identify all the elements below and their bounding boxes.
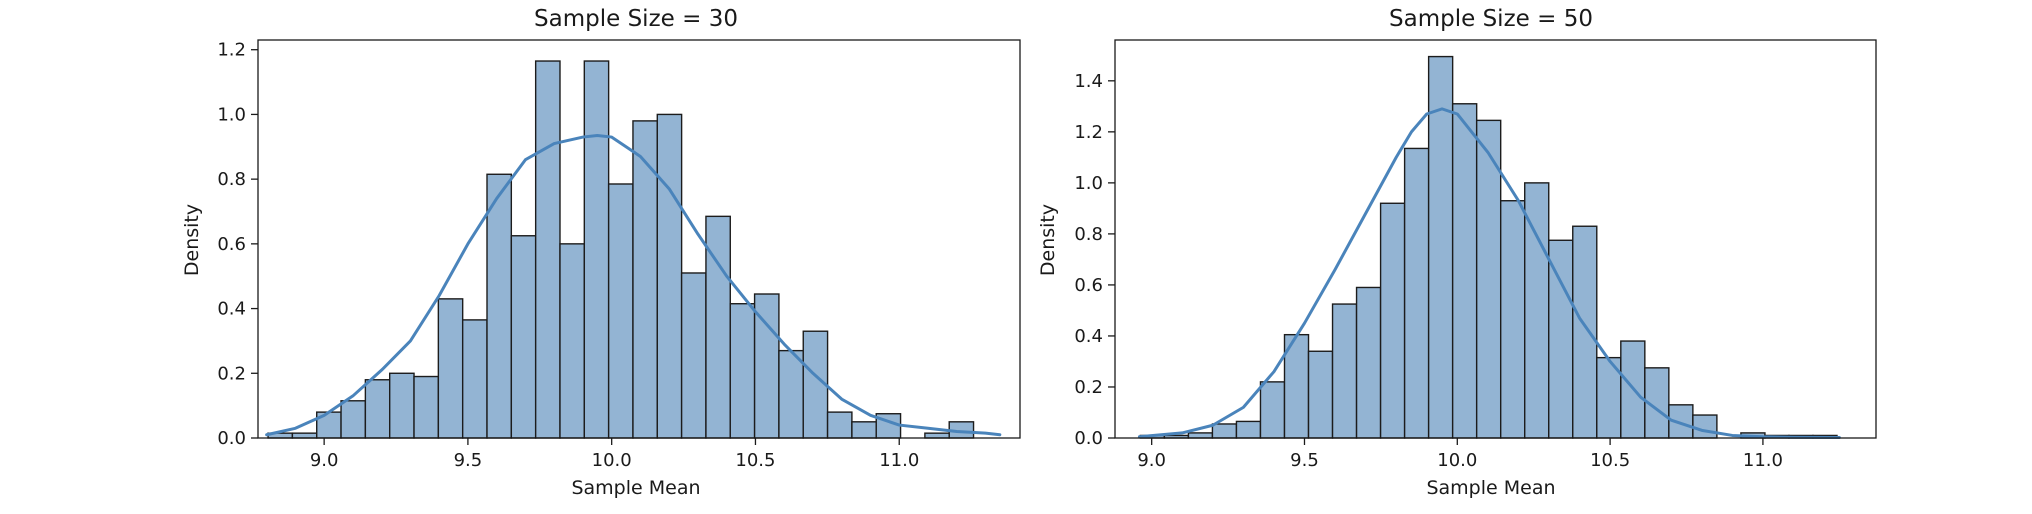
histogram-bar bbox=[1307, 350, 1334, 439]
y-tick-label: 0.0 bbox=[1074, 428, 1103, 449]
histogram-bar bbox=[364, 379, 391, 439]
histogram-bar bbox=[1187, 432, 1214, 439]
histogram-bar bbox=[1475, 119, 1502, 439]
histogram-bar bbox=[1235, 420, 1262, 439]
x-axis-label: Sample Mean bbox=[571, 477, 700, 499]
x-tick-label: 9.0 bbox=[1137, 450, 1166, 471]
histogram-bar bbox=[1427, 55, 1454, 439]
histogram-bar bbox=[1548, 239, 1574, 439]
y-axis-label: Density bbox=[1037, 204, 1059, 276]
kde-curve bbox=[1137, 107, 1841, 439]
histogram-panel-sample-size-30: Sample Size = 30 Sample Mean Density 9.0… bbox=[181, 6, 1021, 499]
x-axis-label: Sample Mean bbox=[1426, 477, 1555, 499]
y-tick-label: 0.8 bbox=[1074, 224, 1103, 245]
histogram-bar bbox=[583, 60, 610, 439]
histogram-bar bbox=[851, 421, 877, 439]
histogram-bar bbox=[1211, 423, 1238, 439]
histogram-bar bbox=[1668, 404, 1694, 439]
histogram-bar bbox=[510, 235, 537, 439]
histogram-bar bbox=[413, 375, 440, 439]
histogram-bar bbox=[1692, 414, 1718, 439]
histogram-bar bbox=[924, 432, 950, 439]
histogram-bar bbox=[486, 173, 513, 439]
x-tick-label: 9.0 bbox=[310, 450, 339, 471]
y-tick-label: 1.0 bbox=[1074, 173, 1103, 194]
histogram-bar bbox=[680, 272, 707, 439]
histogram-bar bbox=[1499, 200, 1526, 439]
y-axis-label: Density bbox=[181, 204, 203, 276]
chart-title: Sample Size = 50 bbox=[1389, 6, 1593, 32]
y-tick-label: 0.0 bbox=[217, 428, 246, 449]
plot-frame bbox=[1114, 39, 1877, 439]
kde-curve bbox=[265, 133, 1002, 437]
x-tick-label: 9.5 bbox=[1290, 450, 1319, 471]
chart-title: Sample Size = 30 bbox=[534, 6, 738, 32]
y-tick-label: 0.2 bbox=[1074, 377, 1103, 398]
x-tick-label: 11.0 bbox=[1743, 450, 1783, 471]
histogram-bar bbox=[534, 60, 561, 439]
histogram-bar bbox=[826, 411, 853, 439]
histogram-bar bbox=[340, 400, 367, 439]
histogram-bar bbox=[607, 183, 634, 439]
y-tick-label: 0.2 bbox=[217, 363, 246, 384]
histogram-bar bbox=[778, 349, 804, 439]
y-tick-label: 1.2 bbox=[217, 40, 246, 61]
histogram-bar bbox=[559, 243, 586, 439]
y-tick-label: 1.2 bbox=[1074, 122, 1103, 143]
y-tick-label: 0.4 bbox=[217, 299, 246, 320]
x-tick-label: 10.0 bbox=[592, 450, 632, 471]
histogram-bar bbox=[291, 432, 318, 439]
y-tick-label: 0.4 bbox=[1074, 326, 1103, 347]
y-tick-label: 0.6 bbox=[1074, 275, 1103, 296]
x-tick-label: 11.0 bbox=[879, 450, 919, 471]
histogram-bar bbox=[1572, 225, 1598, 439]
x-tick-label: 10.5 bbox=[1590, 450, 1630, 471]
histogram-bar bbox=[389, 372, 415, 439]
plot-frame bbox=[257, 39, 1021, 439]
histogram-bar bbox=[1451, 103, 1478, 439]
histogram-bar bbox=[1355, 286, 1382, 439]
x-tick-label: 9.5 bbox=[454, 450, 483, 471]
histogram-bar bbox=[1379, 202, 1406, 439]
y-tick-label: 0.6 bbox=[217, 234, 246, 255]
histogram-bar bbox=[461, 319, 488, 439]
histogram-bar bbox=[632, 120, 658, 439]
histogram-bar bbox=[1259, 381, 1286, 439]
y-tick-label: 1.0 bbox=[217, 104, 246, 125]
y-tick-label: 0.8 bbox=[217, 169, 246, 190]
histogram-bar bbox=[1403, 147, 1430, 439]
histogram-bar bbox=[729, 303, 756, 439]
y-tick-label: 1.4 bbox=[1074, 71, 1103, 92]
histogram-bar bbox=[656, 113, 683, 439]
histogram-bar bbox=[437, 298, 464, 439]
histogram-panel-sample-size-50: Sample Size = 50 Sample Mean Density 9.0… bbox=[1037, 6, 1877, 499]
x-tick-label: 10.0 bbox=[1437, 450, 1477, 471]
x-tick-label: 10.5 bbox=[735, 450, 775, 471]
histogram-bar bbox=[1331, 303, 1358, 439]
